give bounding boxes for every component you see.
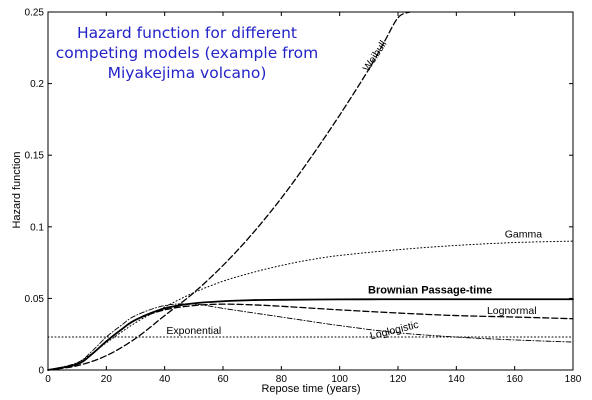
series-label-gamma: Gamma: [505, 229, 543, 241]
series-labels: Weibull Gamma Brownian Passage-time Lognorm…: [166, 39, 542, 343]
x-tick-label: 0: [45, 374, 51, 385]
x-tick-label: 20: [101, 374, 113, 385]
plot-area-frame: [47, 11, 574, 371]
x-axis-label: Repose time (years): [261, 383, 360, 395]
series-label-brownian-passage-time: Brownian Passage-time: [368, 284, 492, 296]
title-line-1: Hazard function for different: [77, 24, 297, 42]
series-line-gamma: [47, 240, 574, 371]
y-tick-label: 0.15: [25, 151, 45, 162]
y-tick-label: 0.2: [30, 79, 44, 90]
y-tick-label: 0.1: [30, 222, 44, 233]
x-tick-label: 60: [217, 374, 229, 385]
x-tick-label: 40: [159, 374, 171, 385]
chart-title: Hazard function for different competing …: [56, 24, 318, 82]
series-label-weibull: Weibull: [361, 39, 390, 74]
series-line-loglogistic: [47, 303, 574, 371]
x-tick-label: 160: [506, 374, 523, 385]
y-tick-label: 0.05: [25, 294, 45, 305]
axis-ticks: 0 20 40 60 80 100 120 140 160 180 0 0.05 0.1 0.15 0.2 0…: [25, 8, 582, 386]
x-tick-label: 120: [390, 374, 407, 385]
title-line-2: competing models (example from: [56, 44, 318, 62]
series-label-loglogistic: Loglogistic: [369, 319, 420, 343]
x-tick-label: 100: [331, 374, 348, 385]
x-tick-label: 80: [276, 374, 288, 385]
series-label-lognormal: Lognormal: [487, 305, 537, 317]
y-tick-label: 0.25: [25, 8, 45, 19]
series-label-exponential: Exponential: [166, 325, 221, 337]
x-tick-label: 140: [448, 374, 465, 385]
x-tick-label: 180: [565, 374, 582, 385]
title-line-3: Miyakejima volcano): [108, 64, 267, 82]
y-tick-label: 0: [38, 366, 44, 377]
series-line-lognormal: [47, 303, 574, 371]
y-axis-label: Hazard function: [11, 151, 23, 228]
series-lines: [47, 11, 574, 371]
